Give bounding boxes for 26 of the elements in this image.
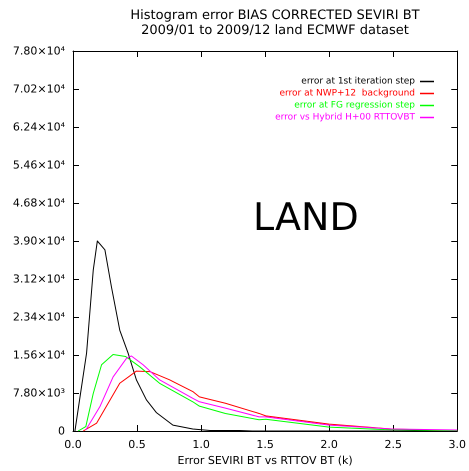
legend-label: error vs Hybrid H+00 RTTOVBT [275, 112, 416, 122]
legend-label: error at NWP+12 background [279, 88, 415, 98]
x-tick-label: 2.0 [320, 438, 338, 451]
x-tick-label: 1.5 [256, 438, 274, 451]
y-tick-label: 0 [58, 424, 65, 438]
y-tick-label: 2.34×10⁴ [12, 310, 66, 324]
chart-subtitle: 2009/01 to 2009/12 land ECMWF dataset [141, 23, 409, 38]
x-tick-label: 2.5 [384, 438, 402, 451]
chart-title: Histogram error BIAS CORRECTED SEVIRI BT [130, 8, 420, 23]
y-tick-label: 1.56×10⁴ [12, 348, 66, 362]
y-tick-label: 3.12×10⁴ [12, 272, 66, 286]
y-tick-label: 7.80×10³ [12, 386, 65, 400]
annotation: LAND [253, 195, 359, 239]
x-tick-label: 1.0 [192, 438, 210, 451]
legend-label: error at 1st iteration step [301, 76, 416, 86]
x-tick-label: 0.0 [64, 438, 82, 451]
y-tick-label: 5.46×10⁴ [12, 158, 66, 172]
legend-label: error at FG regression step [294, 100, 416, 110]
y-tick-label: 4.68×10⁴ [12, 196, 66, 210]
x-tick-label: 3.0 [448, 438, 466, 451]
y-tick-label: 6.24×10⁴ [12, 120, 66, 134]
x-axis-title: Error SEVIRI BT vs RTTOV BT (k) [178, 454, 353, 467]
y-tick-label: 7.80×10⁴ [12, 44, 66, 58]
x-tick-label: 0.5 [128, 438, 146, 451]
y-tick-label: 7.02×10⁴ [12, 82, 66, 96]
y-tick-label: 3.90×10⁴ [12, 234, 66, 248]
